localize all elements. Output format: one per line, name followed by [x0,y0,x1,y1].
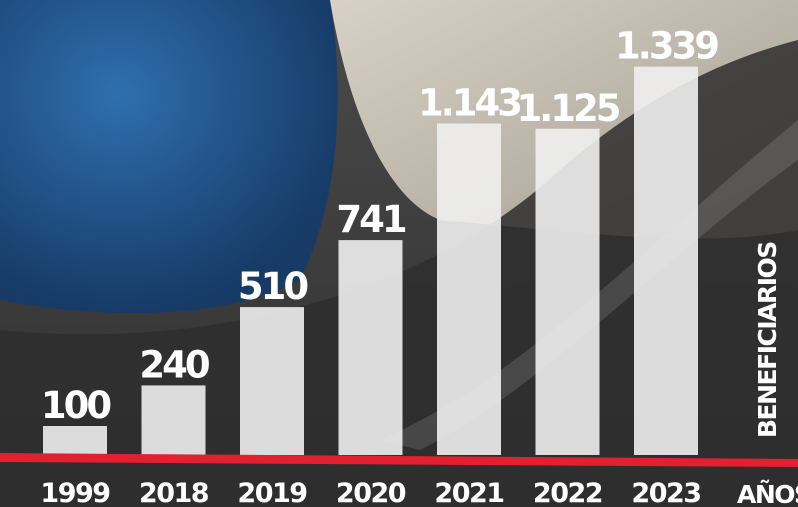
x-tick-label: 2022 [533,478,602,507]
y-axis-label: BENEFICIARIOS [753,242,782,438]
x-tick-label: 2023 [631,478,700,507]
value-label: 100 [41,384,110,427]
bar [43,426,107,455]
x-axis-label: AÑOS [737,480,798,507]
x-tick-label: 2018 [139,478,209,507]
x-tick-label: 1999 [40,478,110,507]
value-label: 1.339 [615,25,718,68]
value-label: 1.143 [418,82,520,125]
value-label: 741 [336,198,405,241]
x-tick-label: 2021 [434,478,503,507]
value-label: 240 [139,343,208,386]
value-label: 510 [238,265,307,308]
bar [437,123,501,455]
value-label: 1.125 [516,87,619,130]
bar [141,385,206,455]
bar [338,240,403,455]
x-tick-label: 2019 [237,478,307,507]
bar [535,128,600,455]
x-tick-label: 2020 [336,478,406,507]
baseline [0,453,798,467]
bar [634,66,698,455]
photo-bag [0,0,338,314]
bar [240,307,304,455]
